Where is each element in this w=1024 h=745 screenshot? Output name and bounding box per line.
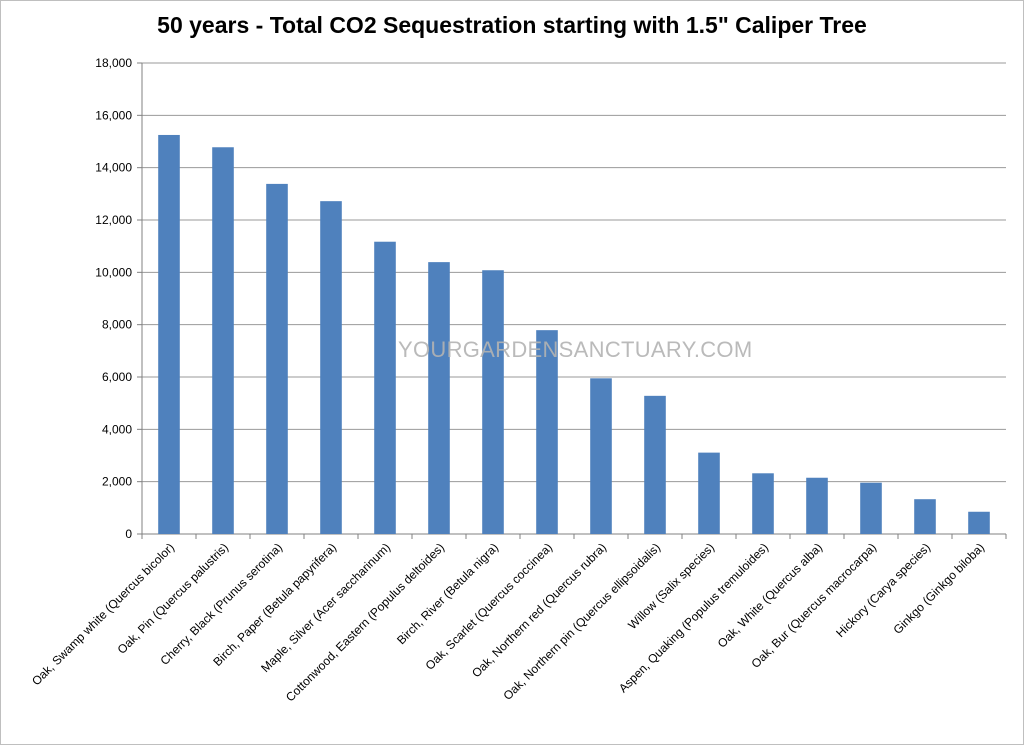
bar xyxy=(806,477,828,534)
chart-title: 50 years - Total CO2 Sequestration start… xyxy=(157,12,867,38)
y-tick-label: 8,000 xyxy=(102,318,132,332)
bar xyxy=(968,511,990,534)
bar xyxy=(536,330,558,534)
bar xyxy=(320,201,342,534)
y-tick-label: 14,000 xyxy=(95,161,132,175)
bar xyxy=(914,499,936,534)
watermark: YOURGARDENSANCTUARY.COM xyxy=(398,337,753,362)
x-category-label: Oak, White (Quercus alba) xyxy=(715,540,825,650)
x-category-label: Oak, Pin (Quercus palustris) xyxy=(115,540,231,656)
y-tick-label: 10,000 xyxy=(95,265,132,279)
y-tick-label: 18,000 xyxy=(95,56,132,70)
y-tick-label: 16,000 xyxy=(95,108,132,122)
bar xyxy=(266,183,288,534)
x-category-label: Birch, River (Betula nigra) xyxy=(394,540,501,647)
bar xyxy=(374,241,396,535)
bar xyxy=(644,395,666,534)
y-tick-label: 6,000 xyxy=(102,370,132,384)
bar xyxy=(428,262,450,534)
x-category-label: Hickory (Carya species) xyxy=(833,540,933,640)
bar xyxy=(158,134,180,535)
bar xyxy=(212,147,234,535)
y-tick-label: 2,000 xyxy=(102,475,132,489)
bar xyxy=(752,473,774,534)
y-tick-label: 12,000 xyxy=(95,213,132,227)
y-tick-label: 0 xyxy=(125,527,132,541)
y-tick-label: 4,000 xyxy=(102,422,132,436)
bar xyxy=(590,378,612,534)
x-category-label: Ginkgo (Ginkgo biloba) xyxy=(890,540,987,637)
bar xyxy=(698,452,720,534)
bar xyxy=(860,482,882,534)
bar xyxy=(482,270,504,534)
